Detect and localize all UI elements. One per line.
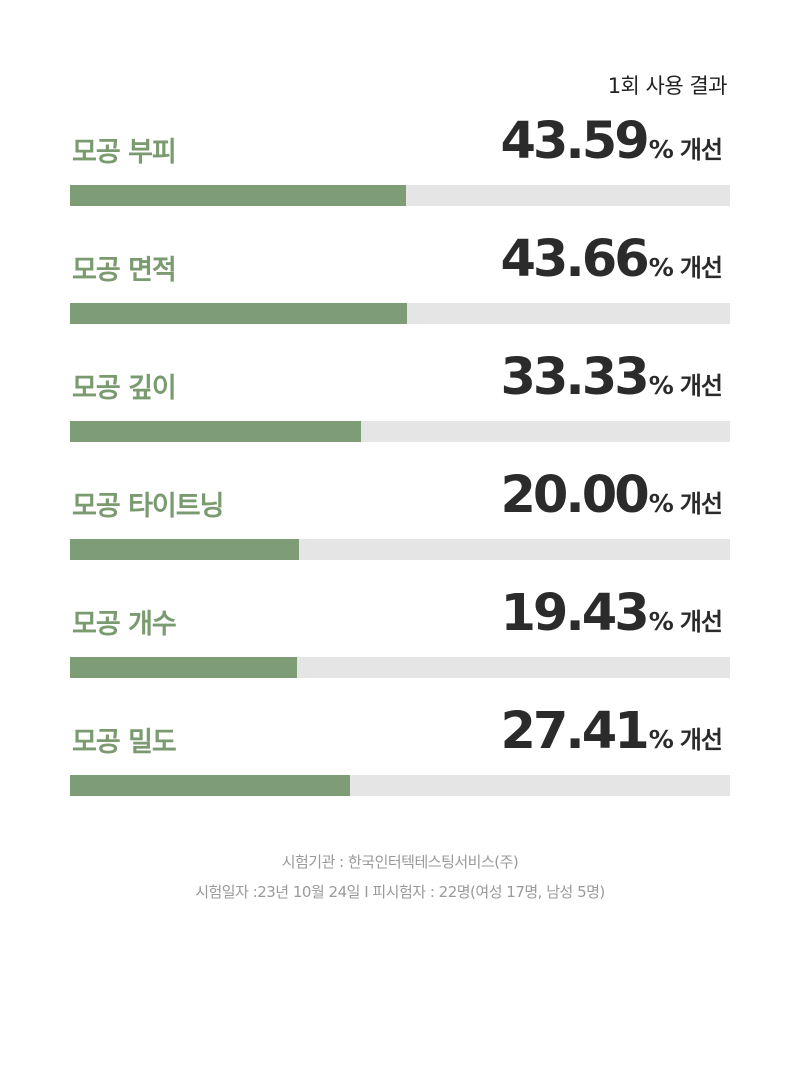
metric-row-pore-depth: 모공 깊이 33.33 % 개선 bbox=[70, 344, 730, 462]
metric-label: 모공 면적 bbox=[72, 255, 177, 286]
progress-bar-track bbox=[70, 303, 730, 324]
metric-label: 모공 밀도 bbox=[72, 727, 177, 758]
improvement-suffix: 개선 bbox=[679, 490, 723, 518]
metric-label: 모공 깊이 bbox=[72, 373, 177, 404]
metric-row-pore-density: 모공 밀도 27.41 % 개선 bbox=[70, 698, 730, 816]
metric-row-pore-volume: 모공 부피 43.59 % 개선 bbox=[70, 108, 730, 226]
metric-number: 27.41 bbox=[500, 702, 649, 761]
percent-sign: % bbox=[648, 489, 674, 518]
results-caption: 1회 사용 결과 bbox=[607, 74, 728, 98]
metric-value: 43.59 % 개선 bbox=[500, 112, 723, 171]
metric-value: 33.33 % 개선 bbox=[500, 348, 723, 407]
metrics-list: 모공 부피 43.59 % 개선 모공 면적 43.66 % 개선 모공 깊이 … bbox=[70, 108, 730, 816]
metric-label: 모공 타이트닝 bbox=[72, 491, 224, 522]
percent-sign: % bbox=[648, 607, 674, 636]
metric-number: 19.43 bbox=[500, 584, 649, 643]
metric-value: 27.41 % 개선 bbox=[500, 702, 723, 761]
progress-bar-track bbox=[70, 657, 730, 678]
improvement-suffix: 개선 bbox=[679, 254, 723, 282]
improvement-suffix: 개선 bbox=[679, 726, 723, 754]
progress-bar-track bbox=[70, 421, 730, 442]
progress-bar-fill bbox=[70, 657, 297, 678]
progress-bar-fill bbox=[70, 303, 407, 324]
metric-value: 20.00 % 개선 bbox=[500, 466, 723, 525]
test-institution: 시험기관 : 한국인터텍테스팅서비스(주) bbox=[281, 853, 519, 871]
metric-row-pore-tightening: 모공 타이트닝 20.00 % 개선 bbox=[70, 462, 730, 580]
metric-label: 모공 부피 bbox=[72, 137, 177, 168]
progress-bar-fill bbox=[70, 421, 361, 442]
progress-bar-track bbox=[70, 185, 730, 206]
test-details: 시험일자 :23년 10월 24일 I 피시험자 : 22명(여성 17명, 남… bbox=[195, 883, 605, 901]
metric-number: 20.00 bbox=[500, 466, 649, 525]
metric-value: 19.43 % 개선 bbox=[500, 584, 723, 643]
percent-sign: % bbox=[648, 371, 674, 400]
metric-number: 43.66 bbox=[500, 230, 649, 289]
progress-bar-fill bbox=[70, 539, 300, 560]
metric-row-pore-area: 모공 면적 43.66 % 개선 bbox=[70, 226, 730, 344]
metric-number: 33.33 bbox=[500, 348, 649, 407]
percent-sign: % bbox=[648, 135, 674, 164]
improvement-suffix: 개선 bbox=[679, 372, 723, 400]
progress-bar-track bbox=[70, 539, 730, 560]
improvement-suffix: 개선 bbox=[679, 608, 723, 636]
improvement-suffix: 개선 bbox=[679, 136, 723, 164]
test-info-footer: 시험기관 : 한국인터텍테스팅서비스(주) 시험일자 :23년 10월 24일 … bbox=[0, 852, 800, 912]
metric-value: 43.66 % 개선 bbox=[500, 230, 723, 289]
metric-number: 43.59 bbox=[500, 112, 649, 171]
progress-bar-track bbox=[70, 775, 730, 796]
percent-sign: % bbox=[648, 725, 674, 754]
percent-sign: % bbox=[648, 253, 674, 282]
metric-row-pore-count: 모공 개수 19.43 % 개선 bbox=[70, 580, 730, 698]
progress-bar-fill bbox=[70, 185, 406, 206]
metric-label: 모공 개수 bbox=[72, 609, 177, 640]
progress-bar-fill bbox=[70, 775, 350, 796]
